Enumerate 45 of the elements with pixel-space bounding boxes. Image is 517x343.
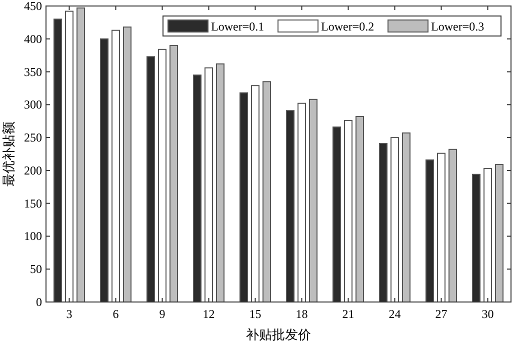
bar: [251, 85, 260, 302]
bar: [216, 63, 224, 302]
y-tick-label: 300: [24, 98, 42, 112]
y-tick-label: 350: [24, 64, 42, 79]
x-tick-label: 15: [249, 307, 262, 321]
y-tick-label: 100: [24, 229, 42, 244]
legend-label: Lower=0.3: [431, 20, 484, 34]
bar: [344, 120, 352, 302]
bar: [402, 132, 410, 302]
bar: [76, 7, 85, 302]
bar: [158, 48, 166, 302]
bar: [65, 10, 74, 302]
y-tick-label: 150: [24, 196, 42, 210]
bar: [112, 30, 120, 302]
bar: [262, 81, 271, 302]
legend-label: Lower=0.2: [321, 20, 374, 34]
bar: [356, 116, 364, 302]
y-tick-label: 450: [24, 0, 42, 13]
x-tick-label: 27: [435, 307, 448, 321]
bar: [448, 148, 457, 302]
x-tick-label: 3: [66, 307, 72, 321]
y-tick-label: 250: [24, 130, 42, 145]
x-tick-label: 24: [388, 307, 401, 321]
x-tick-label: 30: [482, 307, 494, 321]
x-axis-title: 补贴批发价: [246, 327, 311, 342]
x-tick-label: 18: [296, 307, 308, 321]
bar: [309, 98, 318, 302]
bar: [484, 168, 492, 302]
bar: [123, 26, 132, 302]
y-tick-label: 200: [24, 163, 42, 178]
bar: [495, 164, 504, 302]
bar: [170, 44, 178, 302]
y-tick-label: 50: [30, 262, 42, 276]
legend-label: Lower=0.1: [211, 20, 264, 34]
y-tick-label: 400: [24, 32, 42, 46]
bar: [204, 67, 213, 302]
bar: [298, 102, 306, 302]
y-axis-title: 最优补贴额: [1, 122, 16, 186]
x-tick-label: 21: [342, 307, 354, 321]
bar: [390, 137, 399, 302]
y-tick-label: 0: [36, 295, 42, 309]
x-tick-label: 9: [159, 307, 166, 321]
bar: [437, 152, 446, 302]
x-tick-label: 12: [202, 307, 215, 321]
x-tick-label: 6: [112, 307, 119, 321]
